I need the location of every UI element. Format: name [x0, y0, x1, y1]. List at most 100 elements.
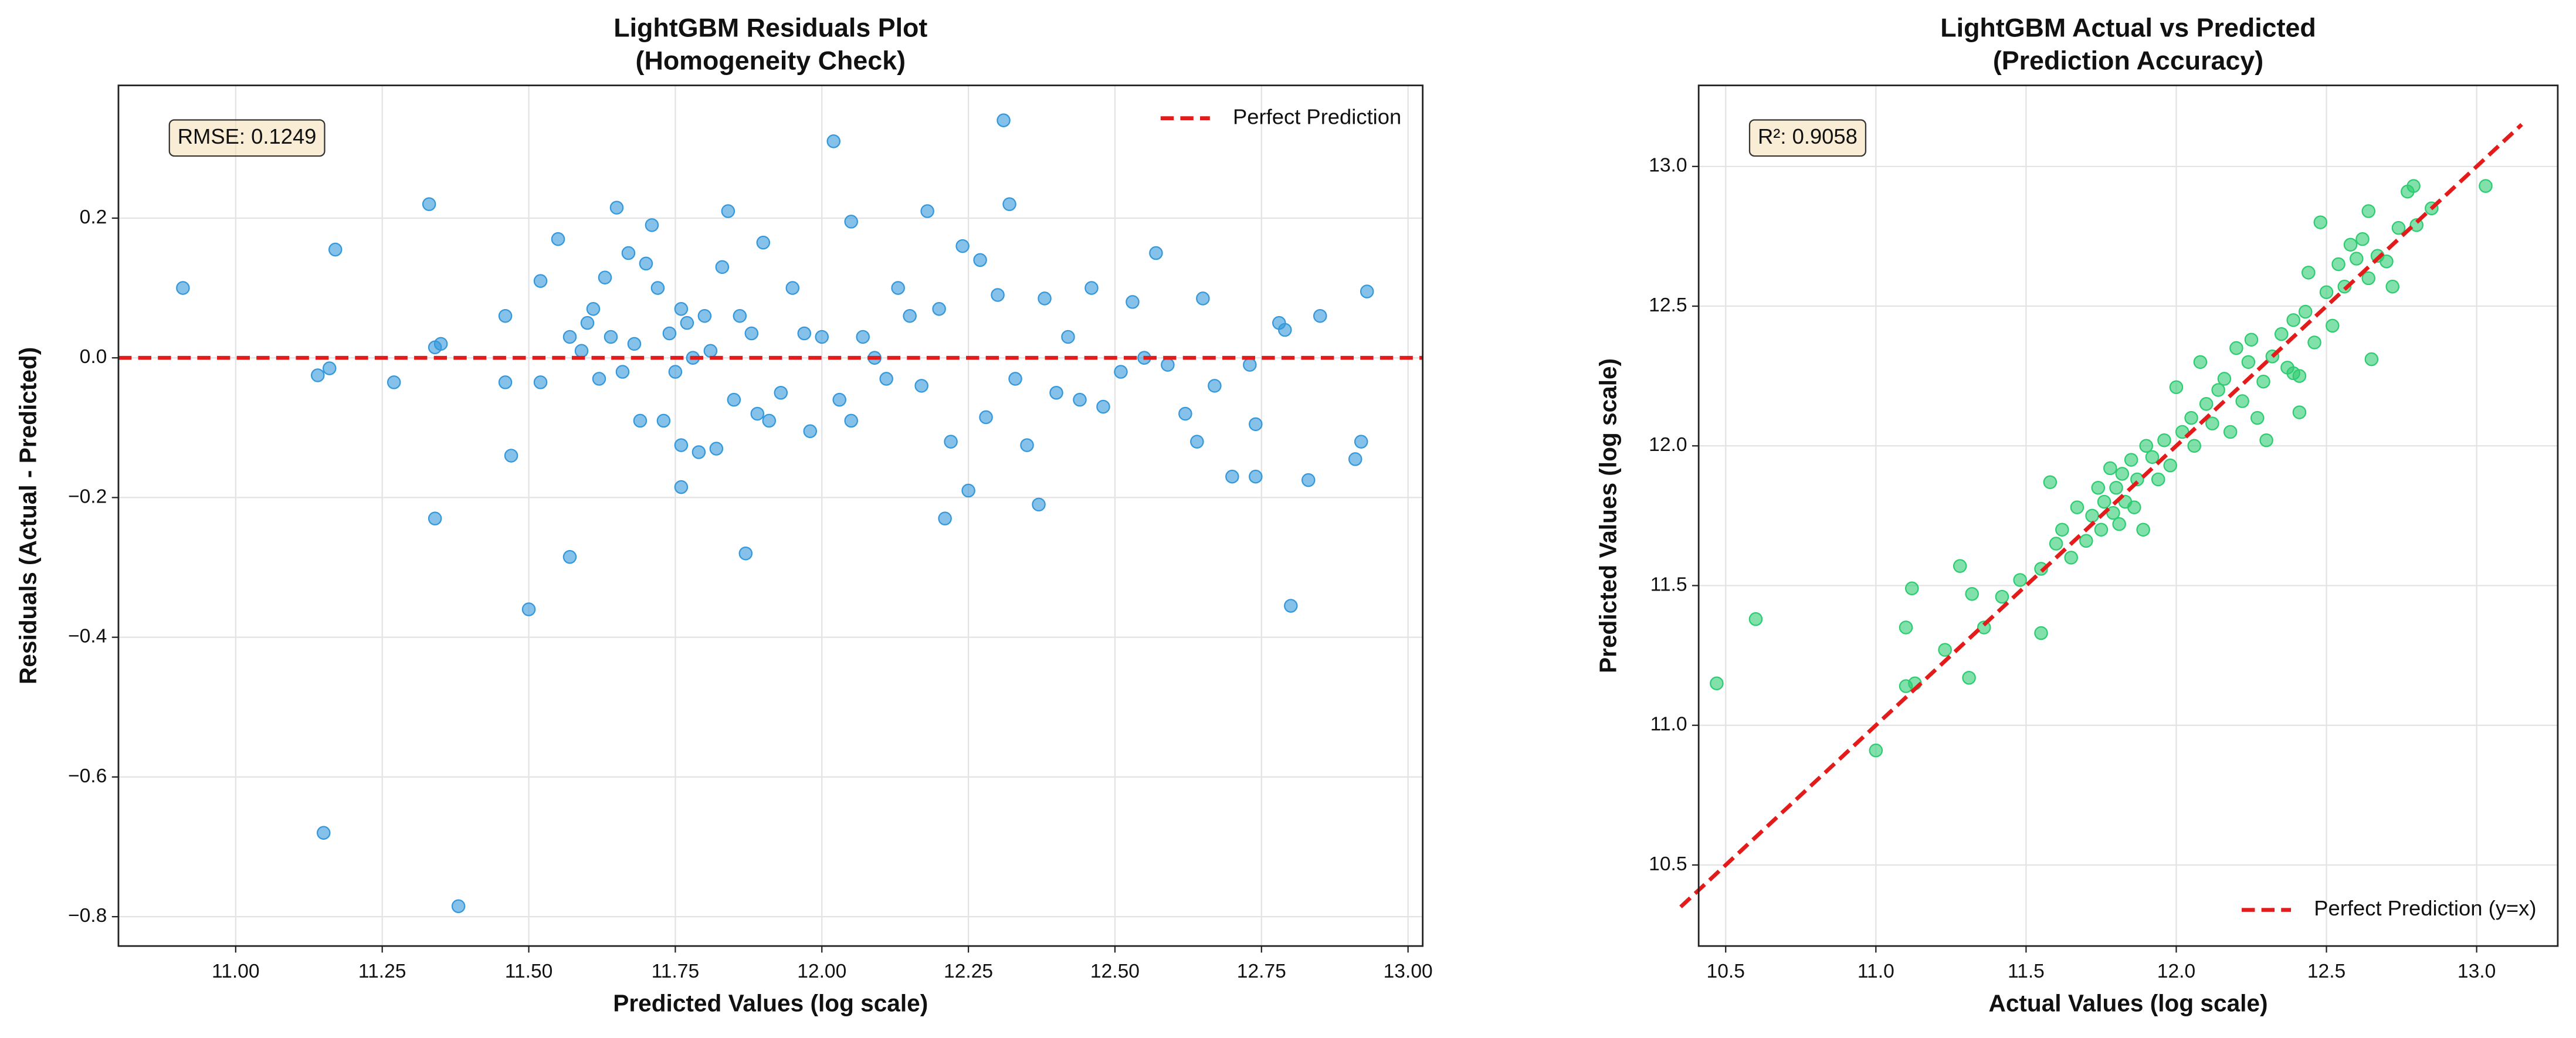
x-tick-label: 11.75 — [652, 961, 700, 982]
point — [938, 511, 952, 525]
plot-frame — [117, 84, 1424, 947]
point — [1710, 676, 1724, 691]
point — [1278, 323, 1292, 337]
y-axis-label: Predicted Values (log scale) — [1595, 358, 1622, 673]
y-tick-label: 11.0 — [1650, 714, 1687, 735]
point — [955, 239, 970, 253]
y-tick-label: −0.6 — [68, 765, 107, 787]
point — [504, 449, 518, 463]
point — [797, 326, 812, 341]
point — [650, 281, 665, 295]
legend-label: Perfect Prediction (y=x) — [2314, 896, 2536, 920]
point — [2406, 179, 2421, 193]
point — [176, 281, 190, 295]
point — [2103, 461, 2117, 476]
point — [580, 316, 595, 330]
point — [2064, 551, 2078, 565]
x-tick-label: 13.00 — [1384, 961, 1433, 982]
point — [2302, 266, 2316, 280]
point — [2298, 304, 2313, 319]
point — [832, 392, 846, 407]
point — [2331, 257, 2345, 272]
point — [2349, 252, 2364, 266]
point — [1301, 473, 1316, 487]
point — [428, 340, 442, 355]
point — [2034, 626, 2048, 640]
y-tick-label: 0.2 — [80, 206, 107, 228]
point — [2286, 313, 2300, 327]
point — [721, 204, 735, 218]
x-axis-label: Actual Values (log scale) — [1989, 990, 2268, 1017]
point — [1962, 670, 1976, 685]
point — [692, 445, 706, 459]
point — [1938, 643, 1952, 657]
point — [533, 375, 548, 389]
point — [903, 308, 917, 323]
point — [2184, 411, 2198, 425]
point — [2223, 425, 2238, 439]
point — [1096, 399, 1110, 414]
point — [2241, 355, 2256, 369]
x-tick-label: 12.5 — [2307, 961, 2345, 982]
point — [944, 435, 958, 449]
point — [2034, 562, 2048, 576]
point — [856, 330, 870, 344]
point — [2136, 523, 2150, 537]
plot-frame — [1697, 84, 2559, 947]
point — [2193, 355, 2208, 369]
x-tick-label: 12.25 — [944, 961, 993, 982]
point — [2337, 279, 2352, 294]
point — [1905, 581, 1919, 596]
point — [2169, 380, 2184, 394]
point — [996, 113, 1011, 127]
point — [2085, 508, 2099, 523]
point — [703, 344, 718, 358]
point — [1208, 379, 1222, 393]
point — [920, 204, 934, 218]
point — [2199, 397, 2214, 411]
point — [627, 337, 642, 351]
point — [2112, 517, 2126, 531]
point — [785, 281, 800, 295]
point — [668, 365, 683, 379]
point — [621, 246, 636, 260]
point — [609, 201, 624, 215]
y-axis-label: Residuals (Actual - Predicted) — [14, 347, 41, 684]
point — [744, 326, 759, 341]
annotation: RMSE: 0.1249 — [178, 124, 317, 148]
point — [2319, 285, 2334, 299]
point — [1869, 743, 1883, 758]
point — [1178, 406, 1192, 421]
point — [639, 256, 653, 271]
point — [914, 379, 928, 393]
point — [1249, 469, 1263, 484]
point — [815, 330, 829, 344]
chart-subtitle: (Prediction Accuracy) — [1993, 46, 2263, 75]
point — [2094, 523, 2109, 537]
point — [662, 326, 677, 341]
point — [844, 215, 858, 229]
point — [2070, 500, 2084, 514]
point — [2313, 215, 2328, 229]
point — [2256, 374, 2270, 389]
point — [1965, 587, 1979, 601]
point — [1360, 284, 1374, 298]
point — [316, 826, 331, 840]
point — [2049, 537, 2063, 551]
point — [2235, 394, 2249, 408]
point — [2205, 416, 2219, 430]
point — [1190, 435, 1204, 449]
point — [680, 316, 694, 330]
point — [1313, 308, 1327, 323]
y-tick-label: 11.5 — [1650, 574, 1687, 595]
point — [2380, 255, 2394, 269]
point — [2013, 573, 2027, 587]
point — [2187, 439, 2201, 453]
point — [2139, 439, 2154, 453]
y-tick-label: 13.0 — [1649, 155, 1687, 177]
point — [2106, 506, 2120, 520]
point — [1995, 589, 2009, 604]
point — [1225, 469, 1239, 484]
point — [1899, 620, 1913, 635]
point — [562, 549, 577, 564]
